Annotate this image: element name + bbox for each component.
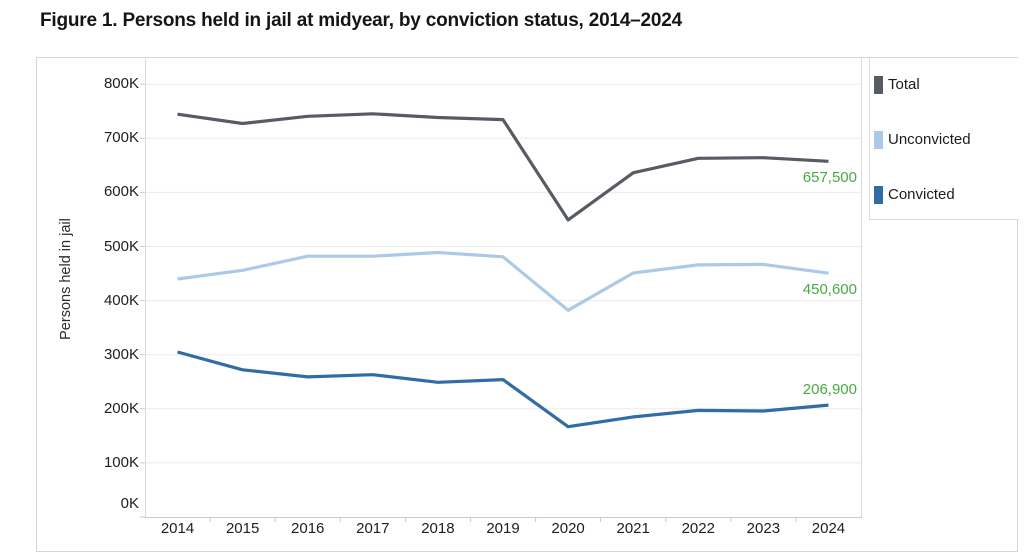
y-tick-label: 200K bbox=[103, 399, 139, 417]
x-tick-label: 2019 bbox=[486, 520, 520, 537]
plot-area bbox=[140, 58, 862, 522]
y-tick-label: 700K bbox=[103, 129, 139, 147]
legend-swatch-icon bbox=[874, 131, 883, 149]
y-tick-label: 500K bbox=[103, 237, 139, 255]
figure-title: Figure 1. Persons held in jail at midyea… bbox=[40, 10, 683, 31]
end-value-label-convicted: 206,900 bbox=[802, 381, 857, 399]
legend-label: Total bbox=[888, 76, 920, 93]
x-tick-label: 2021 bbox=[616, 520, 650, 537]
y-tick-label: 100K bbox=[103, 453, 139, 471]
line-unconvicted bbox=[177, 250, 829, 312]
end-value-label-total: 657,500 bbox=[802, 168, 857, 186]
chart-container: Persons held in jail 800K 700K 600K 500K 400… bbox=[36, 57, 1019, 552]
y-tick-label: 400K bbox=[103, 291, 139, 309]
line-total bbox=[177, 112, 829, 222]
x-tick-label: 2016 bbox=[291, 520, 325, 537]
x-tick-label: 2015 bbox=[225, 520, 260, 537]
y-tick-label: 800K bbox=[103, 75, 139, 93]
legend-label: Unconvicted bbox=[888, 131, 971, 148]
x-tick-label: 2024 bbox=[811, 520, 846, 537]
legend-label: Convicted bbox=[888, 186, 955, 203]
y-axis-title: Persons held in jail bbox=[58, 218, 74, 340]
y-tick-label: 0K bbox=[120, 495, 139, 512]
legend-swatch-icon bbox=[874, 76, 883, 94]
legend: Total Unconvicted Convicted bbox=[869, 58, 1019, 220]
legend-swatch-icon bbox=[874, 186, 883, 204]
x-tick-label: 2018 bbox=[421, 520, 455, 537]
x-tick-label: 2023 bbox=[746, 520, 781, 537]
x-tick-label: 2022 bbox=[681, 520, 715, 537]
x-tick-label: 2014 bbox=[160, 520, 195, 537]
x-tick-label: 2020 bbox=[551, 520, 585, 537]
end-value-label-unconvicted: 450,600 bbox=[802, 280, 857, 298]
y-tick-label: 300K bbox=[103, 345, 139, 363]
x-tick-label: 2017 bbox=[356, 520, 390, 537]
y-tick-label: 600K bbox=[103, 183, 139, 201]
line-convicted bbox=[177, 350, 829, 429]
